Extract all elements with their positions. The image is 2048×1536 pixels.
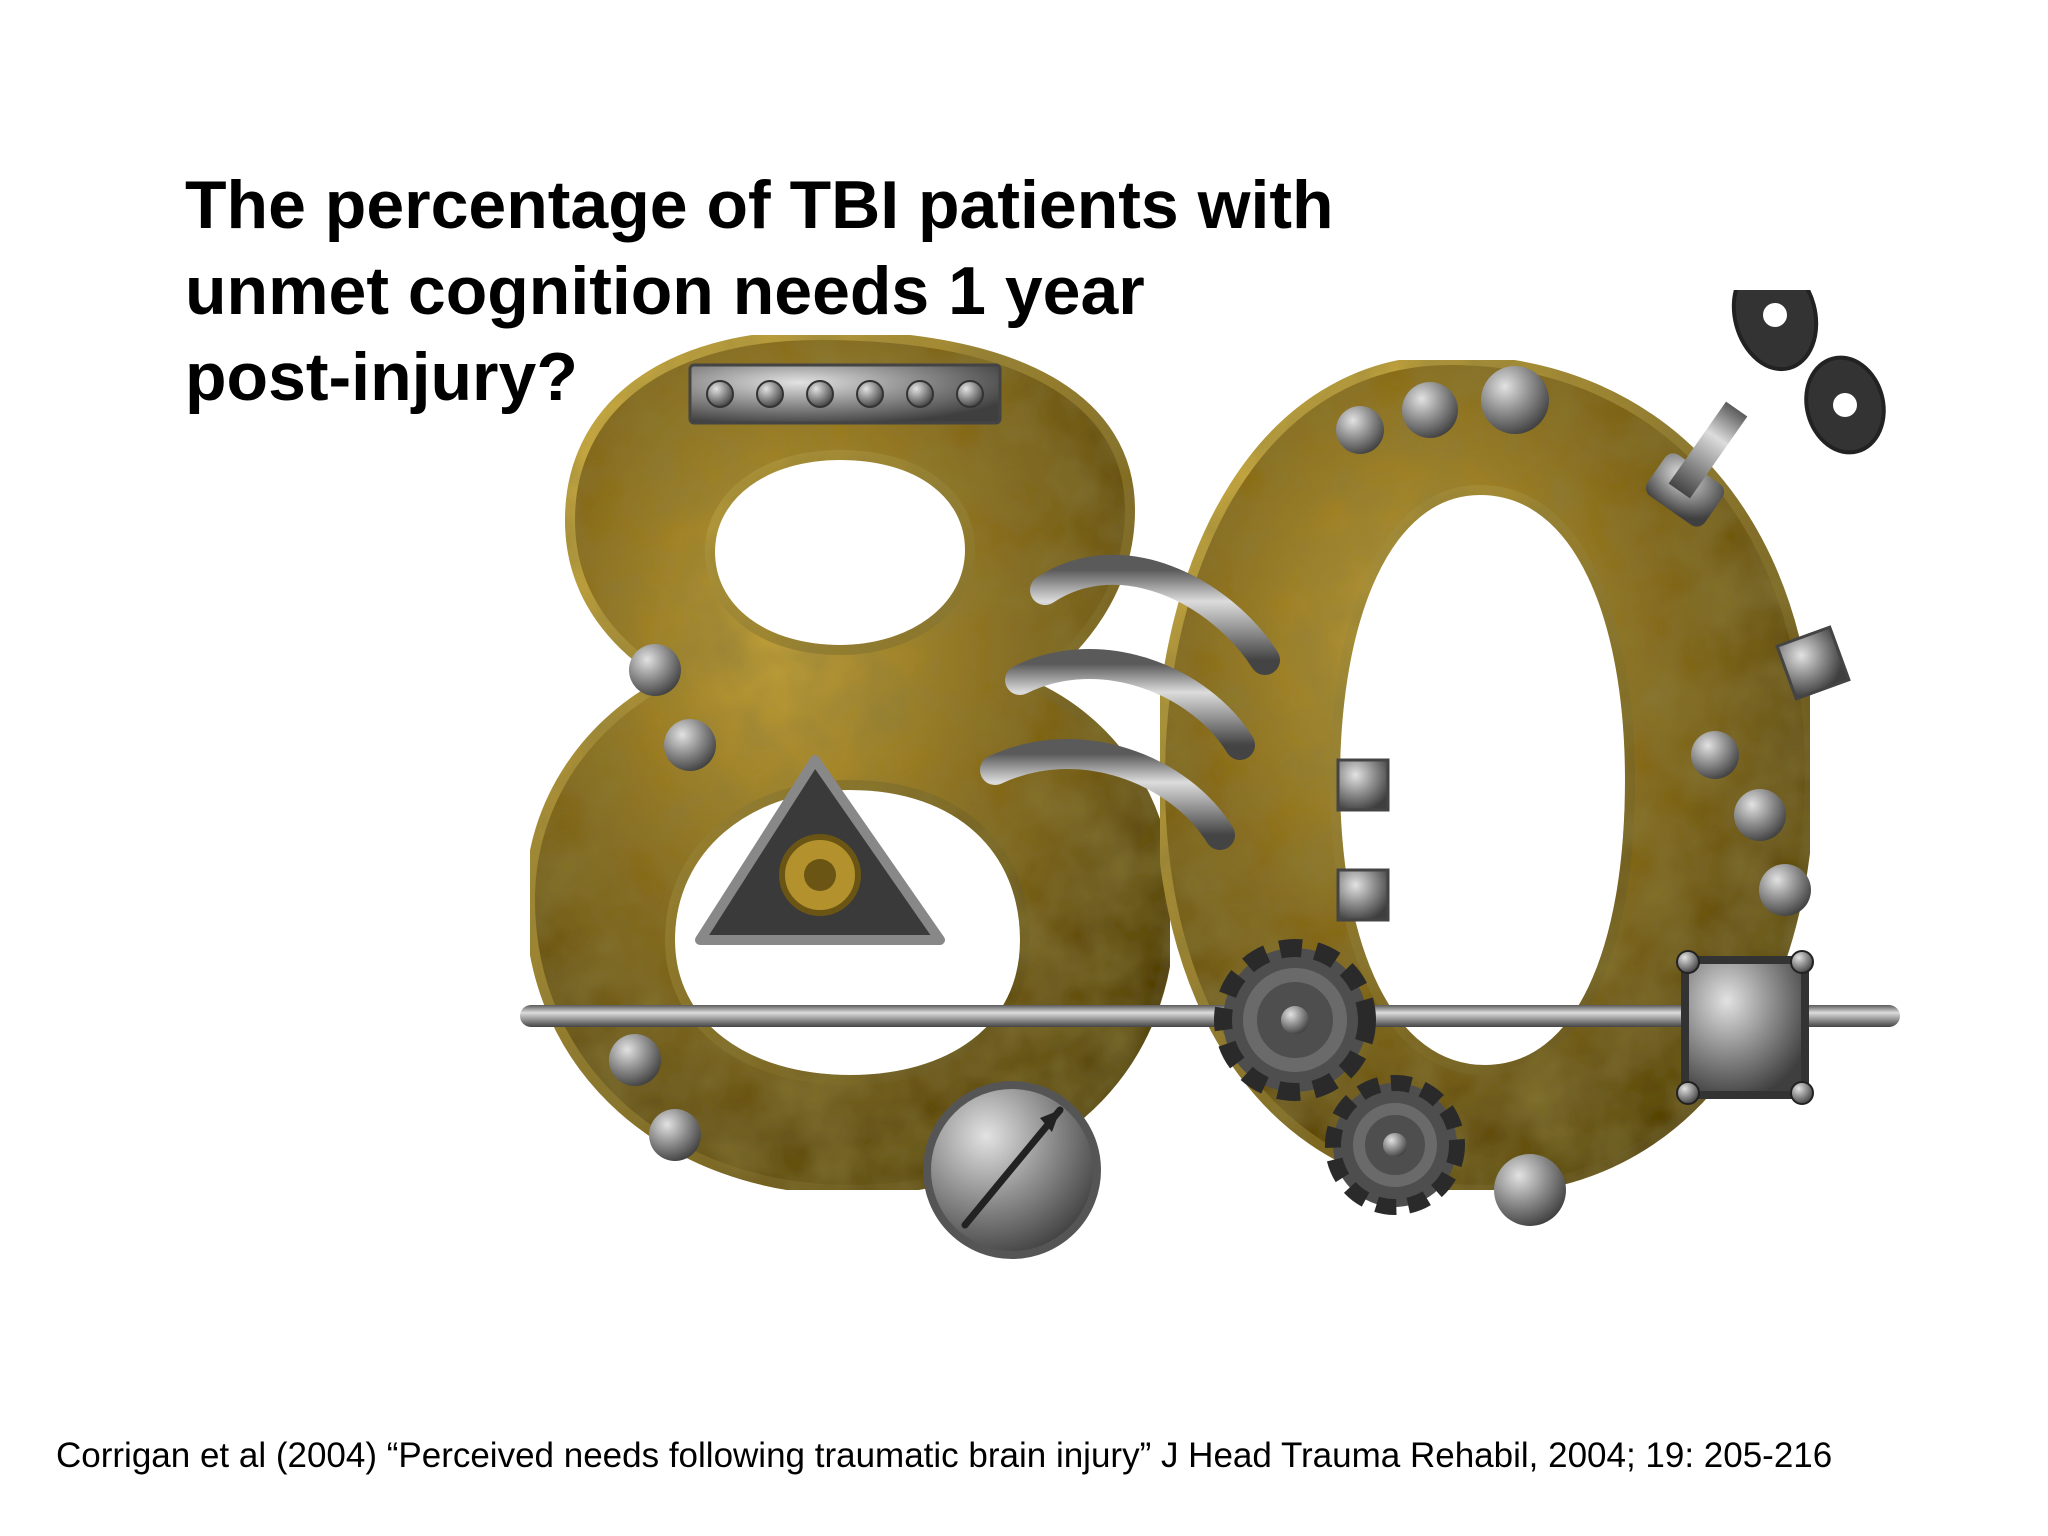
title-line-2: unmet cognition needs 1 year xyxy=(185,253,1145,329)
riveted-plate xyxy=(688,363,1002,425)
rivets-zero xyxy=(1336,366,1811,1226)
axle-rods xyxy=(520,1005,1900,1027)
gear-icon xyxy=(1325,1075,1465,1215)
citation: Corrigan et al (2004) “Perceived needs f… xyxy=(56,1436,1833,1475)
title-line-3: post-injury? xyxy=(185,339,578,415)
warning-triangle-icon xyxy=(695,755,945,945)
title-line-1: The percentage of TBI patients with xyxy=(185,167,1334,243)
spring-coils xyxy=(980,554,1280,850)
compass-gauge-icon xyxy=(923,1081,1101,1259)
gear-icon xyxy=(1214,939,1376,1101)
rivets-eight xyxy=(609,644,716,1161)
steel-blocks xyxy=(1336,625,1851,922)
slide-title: The percentage of TBI patients with unme… xyxy=(185,162,1485,420)
square-plate xyxy=(1676,950,1814,1105)
wind-up-key-icon xyxy=(1645,258,1886,527)
steampunk-number-80-icon xyxy=(520,258,1900,1280)
digit-eight xyxy=(524,329,1176,1196)
